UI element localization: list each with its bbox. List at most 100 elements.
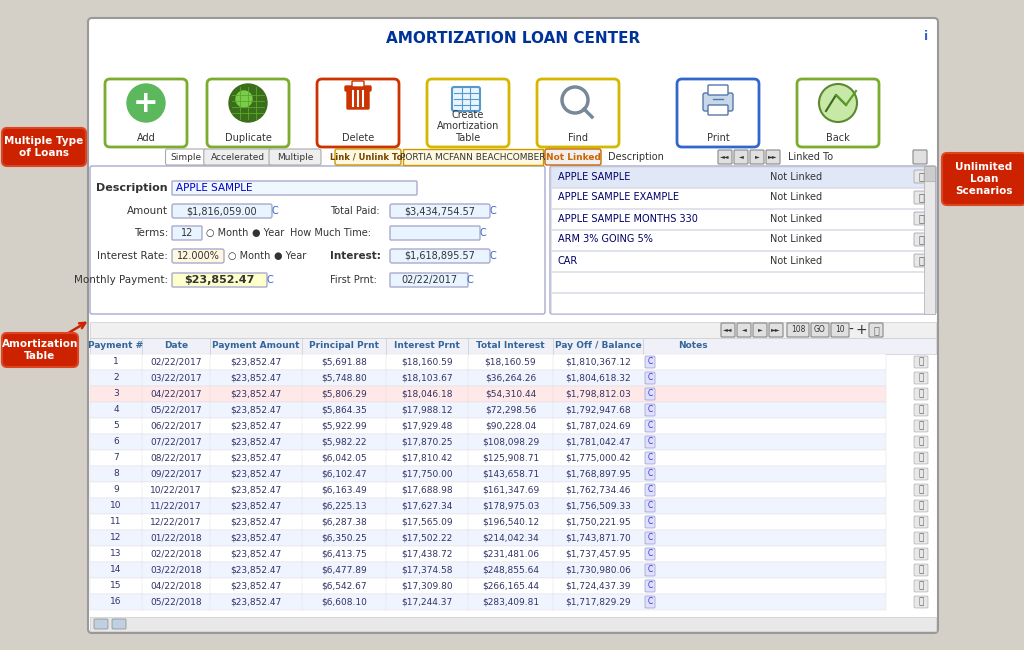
FancyBboxPatch shape	[645, 388, 655, 400]
Text: $5,691.88: $5,691.88	[322, 358, 367, 367]
Text: $23,852.47: $23,852.47	[230, 582, 282, 590]
Text: Not Linked: Not Linked	[770, 235, 822, 244]
FancyBboxPatch shape	[645, 500, 655, 512]
FancyBboxPatch shape	[88, 18, 938, 633]
Bar	[90, 354, 886, 370]
FancyBboxPatch shape	[645, 516, 655, 528]
Text: Description: Description	[608, 152, 664, 162]
Text: $17,309.80: $17,309.80	[401, 582, 453, 590]
Text: C: C	[489, 206, 497, 216]
Text: Not Linked: Not Linked	[770, 172, 822, 181]
FancyBboxPatch shape	[869, 323, 883, 337]
Text: $248,855.64: $248,855.64	[482, 566, 539, 575]
FancyBboxPatch shape	[914, 191, 928, 204]
Text: Duplicate: Duplicate	[224, 133, 271, 143]
Text: Delete: Delete	[342, 133, 374, 143]
Bar	[90, 546, 886, 562]
Text: $1,737,457.95: $1,737,457.95	[565, 549, 631, 558]
FancyBboxPatch shape	[721, 323, 735, 337]
Bar	[90, 594, 886, 610]
Text: 10: 10	[836, 326, 845, 335]
FancyBboxPatch shape	[172, 204, 272, 218]
Text: $23,852.47: $23,852.47	[230, 421, 282, 430]
Text: $143,658.71: $143,658.71	[482, 469, 539, 478]
FancyBboxPatch shape	[942, 153, 1024, 205]
Text: $6,542.67: $6,542.67	[322, 582, 367, 590]
Text: $1,816,059.00: $1,816,059.00	[186, 206, 257, 216]
Text: C: C	[271, 206, 279, 216]
Text: $23,852.47: $23,852.47	[230, 597, 282, 606]
Text: i: i	[924, 30, 928, 43]
FancyBboxPatch shape	[750, 150, 764, 164]
Bar	[90, 450, 886, 466]
Text: $178,975.03: $178,975.03	[482, 502, 540, 510]
Text: 🗑: 🗑	[919, 454, 924, 463]
Bar	[551, 230, 933, 250]
Text: ►►: ►►	[768, 155, 778, 159]
Text: 🗑: 🗑	[919, 597, 924, 606]
FancyBboxPatch shape	[914, 170, 928, 183]
FancyBboxPatch shape	[645, 548, 655, 560]
Text: +: +	[133, 88, 159, 118]
Text: C: C	[647, 374, 652, 382]
Text: 🗑: 🗑	[919, 486, 924, 495]
Text: C: C	[266, 275, 273, 285]
Text: APPLE SAMPLE: APPLE SAMPLE	[558, 172, 631, 181]
Text: 🗑: 🗑	[919, 421, 924, 430]
Text: Accelerated: Accelerated	[211, 153, 265, 161]
Text: 🗑: 🗑	[919, 534, 924, 543]
Text: $1,792,947.68: $1,792,947.68	[565, 406, 631, 415]
FancyBboxPatch shape	[914, 420, 928, 432]
Text: -: -	[849, 323, 853, 337]
Text: 🗑: 🗑	[919, 192, 924, 203]
FancyBboxPatch shape	[172, 181, 417, 195]
Text: $1,781,042.47: $1,781,042.47	[565, 437, 631, 447]
FancyBboxPatch shape	[811, 323, 829, 337]
FancyBboxPatch shape	[831, 323, 849, 337]
Text: 12.000%: 12.000%	[176, 251, 219, 261]
Text: 8: 8	[113, 469, 119, 478]
Bar	[90, 530, 886, 546]
Bar	[90, 482, 886, 498]
Text: $6,350.25: $6,350.25	[322, 534, 367, 543]
Text: $90,228.04: $90,228.04	[485, 421, 537, 430]
Text: $214,042.34: $214,042.34	[482, 534, 539, 543]
Text: 108: 108	[791, 326, 805, 335]
FancyBboxPatch shape	[390, 249, 490, 263]
Text: $5,748.80: $5,748.80	[322, 374, 367, 382]
Text: C: C	[647, 421, 652, 430]
Text: ● Year: ● Year	[274, 251, 306, 261]
Text: How Much Time:: How Much Time:	[290, 228, 371, 238]
Text: 15: 15	[111, 582, 122, 590]
FancyBboxPatch shape	[645, 580, 655, 592]
Text: C: C	[647, 389, 652, 398]
Text: $23,852.47: $23,852.47	[230, 469, 282, 478]
FancyBboxPatch shape	[317, 79, 399, 147]
Text: $18,160.59: $18,160.59	[401, 358, 453, 367]
Text: $1,717,829.29: $1,717,829.29	[565, 597, 631, 606]
Text: 9: 9	[113, 486, 119, 495]
Text: 🗑: 🗑	[919, 358, 924, 367]
FancyBboxPatch shape	[718, 150, 732, 164]
Text: Payment #: Payment #	[88, 341, 143, 350]
Text: 7: 7	[113, 454, 119, 463]
Text: $5,922.99: $5,922.99	[322, 421, 367, 430]
Text: 12/22/2017: 12/22/2017	[151, 517, 202, 526]
Text: AMORTIZATION LOAN CENTER: AMORTIZATION LOAN CENTER	[386, 31, 640, 46]
Bar	[90, 386, 886, 402]
Text: $196,540.12: $196,540.12	[482, 517, 539, 526]
Text: $23,852.47: $23,852.47	[230, 566, 282, 575]
Text: 🗑: 🗑	[919, 213, 924, 224]
FancyBboxPatch shape	[913, 150, 927, 164]
Text: C: C	[647, 534, 652, 543]
Text: 02/22/2017: 02/22/2017	[151, 358, 202, 367]
FancyBboxPatch shape	[737, 323, 751, 337]
FancyBboxPatch shape	[708, 105, 728, 115]
Text: $17,374.58: $17,374.58	[401, 566, 453, 575]
Text: C: C	[647, 486, 652, 495]
Text: Unlimited
Loan
Scenarios: Unlimited Loan Scenarios	[955, 162, 1013, 196]
Text: 🗑: 🗑	[919, 566, 924, 575]
Text: Not Linked: Not Linked	[770, 255, 822, 265]
Circle shape	[229, 84, 267, 122]
FancyBboxPatch shape	[914, 596, 928, 608]
